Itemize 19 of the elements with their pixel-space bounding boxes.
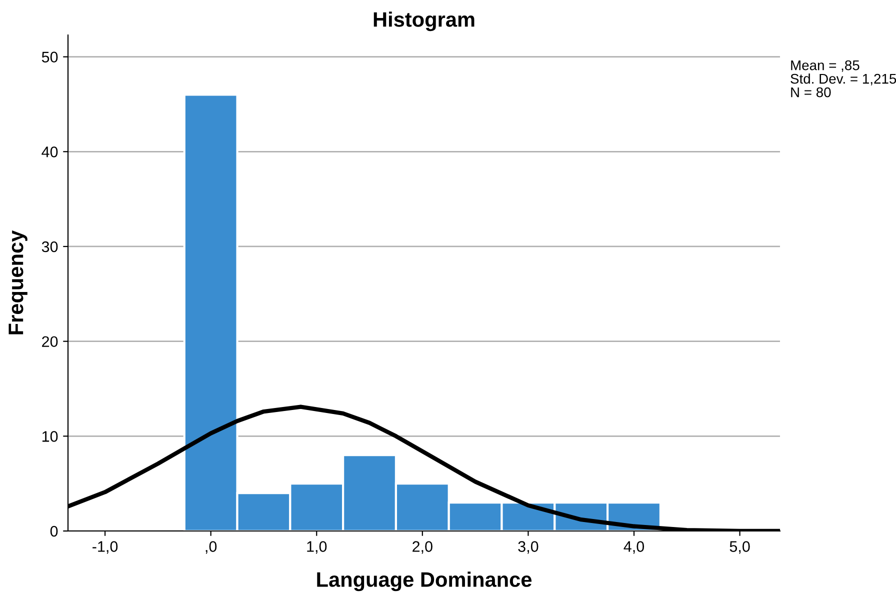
y-tick-label: 20 xyxy=(42,336,58,348)
y-tick-label: 50 xyxy=(42,52,58,62)
x-tick-label: 3,0 xyxy=(518,541,538,554)
text: Mean = ,85 xyxy=(791,60,860,72)
x-tick-label: 5,0 xyxy=(730,541,750,554)
text: Std. Dev. = 1,215 xyxy=(790,74,896,86)
x-tick-label: 2,0 xyxy=(412,541,432,554)
y-tick-label: 10 xyxy=(42,431,58,442)
text: N = 80 xyxy=(791,87,831,98)
y-tick-label: 0 xyxy=(50,526,58,537)
x-tick-label: -1,0 xyxy=(92,541,118,554)
y-tick-label: 30 xyxy=(42,241,58,252)
x-tick-label: 1,0 xyxy=(307,541,327,554)
x-tick-label: 4,0 xyxy=(624,541,644,554)
x-axis-title: Language Dominance xyxy=(317,572,532,592)
chart-title: Histogram xyxy=(374,12,474,32)
x-tick-label: ,0 xyxy=(206,541,217,554)
y-tick-label: 40 xyxy=(42,146,58,158)
y-axis-title: Frequency xyxy=(8,230,28,334)
